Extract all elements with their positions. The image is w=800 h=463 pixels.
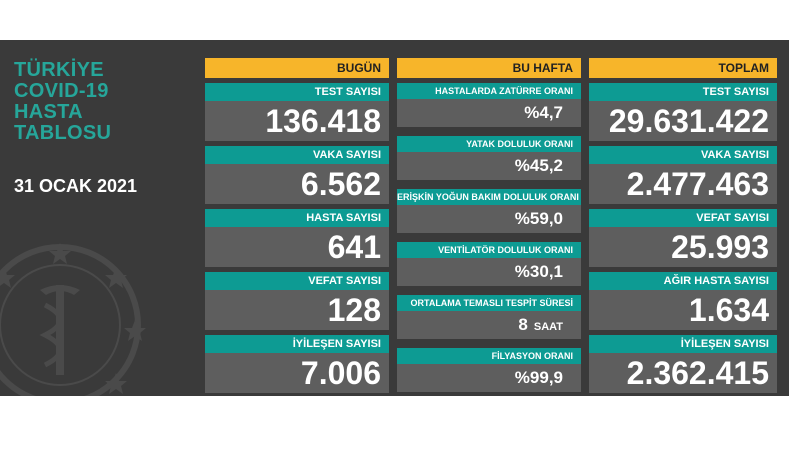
week-contact-value-row: 8 SAAT (397, 311, 581, 339)
title-line-2: COVID-19 (14, 80, 109, 102)
week-contact-card: ORTALAMA TEMASLI TESPİT SÜRESİ 8 SAAT (397, 295, 581, 339)
total-critical-label: AĞIR HASTA SAYISI (589, 272, 777, 290)
total-case-label: VAKA SAYISI (589, 146, 777, 164)
today-recovered-card: İYİLEŞEN SAYISI 7.006 (205, 335, 389, 393)
total-case-value: 2.477.463 (589, 164, 777, 204)
page-title: TÜRKİYE COVID-19 HASTA TABLOSU (14, 60, 111, 144)
total-critical-card: AĞIR HASTA SAYISI 1.634 (589, 272, 777, 330)
week-filiation-label: FİLYASYON ORANI (397, 348, 581, 364)
today-recovered-label: İYİLEŞEN SAYISI (205, 335, 389, 353)
title-line-3: HASTA (14, 101, 83, 123)
week-ventilator-label: VENTİLATÖR DOLULUK ORANI (397, 242, 581, 258)
week-icu-card: ERİŞKİN YOĞUN BAKIM DOLULUK ORANI %59,0 (397, 189, 581, 233)
ministry-emblem-icon (0, 243, 146, 396)
total-death-value: 25.993 (589, 227, 777, 267)
covid-table-board: TÜRKİYE COVID-19 HASTA TABLOSU 31 OCAK 2… (0, 40, 789, 396)
total-recovered-card: İYİLEŞEN SAYISI 2.362.415 (589, 335, 777, 393)
week-bed-value: %45,2 (397, 152, 581, 180)
today-patient-card: HASTA SAYISI 641 (205, 209, 389, 267)
today-test-card: TEST SAYISI 136.418 (205, 83, 389, 141)
week-bed-label: YATAK DOLULUK ORANI (397, 136, 581, 152)
week-ventilator-value: %30,1 (397, 258, 581, 286)
today-case-label: VAKA SAYISI (205, 146, 389, 164)
total-recovered-value: 2.362.415 (589, 353, 777, 393)
week-icu-label: ERİŞKİN YOĞUN BAKIM DOLULUK ORANI (397, 189, 581, 205)
report-date: 31 OCAK 2021 (14, 176, 138, 196)
week-pneumonia-card: HASTALARDA ZATÜRRE ORANI %4,7 (397, 83, 581, 127)
week-pneumonia-label: HASTALARDA ZATÜRRE ORANI (397, 83, 581, 99)
title-line-4: TABLOSU (14, 122, 112, 144)
today-death-value: 128 (205, 290, 389, 330)
week-filiation-value: %99,9 (397, 364, 581, 392)
total-test-value: 29.631.422 (589, 101, 777, 141)
today-test-label: TEST SAYISI (205, 83, 389, 101)
today-patient-label: HASTA SAYISI (205, 209, 389, 227)
total-critical-value: 1.634 (589, 290, 777, 330)
today-recovered-value: 7.006 (205, 353, 389, 393)
week-icu-value: %59,0 (397, 205, 581, 233)
total-test-label: TEST SAYISI (589, 83, 777, 101)
week-ventilator-card: VENTİLATÖR DOLULUK ORANI %30,1 (397, 242, 581, 286)
week-contact-unit: SAAT (533, 321, 563, 333)
week-contact-label: ORTALAMA TEMASLI TESPİT SÜRESİ (397, 295, 581, 311)
today-case-value: 6.562 (205, 164, 389, 204)
today-death-card: VEFAT SAYISI 128 (205, 272, 389, 330)
total-death-label: VEFAT SAYISI (589, 209, 777, 227)
total-case-card: VAKA SAYISI 2.477.463 (589, 146, 777, 204)
title-line-1: TÜRKİYE (14, 59, 104, 81)
today-patient-value: 641 (205, 227, 389, 267)
week-pneumonia-value: %4,7 (397, 99, 581, 127)
week-header: BU HAFTA (397, 58, 581, 78)
week-filiation-card: FİLYASYON ORANI %99,9 (397, 348, 581, 392)
total-death-card: VEFAT SAYISI 25.993 (589, 209, 777, 267)
today-case-card: VAKA SAYISI 6.562 (205, 146, 389, 204)
total-recovered-label: İYİLEŞEN SAYISI (589, 335, 777, 353)
total-header: TOPLAM (589, 58, 777, 78)
today-test-value: 136.418 (205, 101, 389, 141)
week-bed-card: YATAK DOLULUK ORANI %45,2 (397, 136, 581, 180)
week-contact-value: 8 (518, 315, 528, 334)
today-header: BUGÜN (205, 58, 389, 78)
total-test-card: TEST SAYISI 29.631.422 (589, 83, 777, 141)
today-death-label: VEFAT SAYISI (205, 272, 389, 290)
